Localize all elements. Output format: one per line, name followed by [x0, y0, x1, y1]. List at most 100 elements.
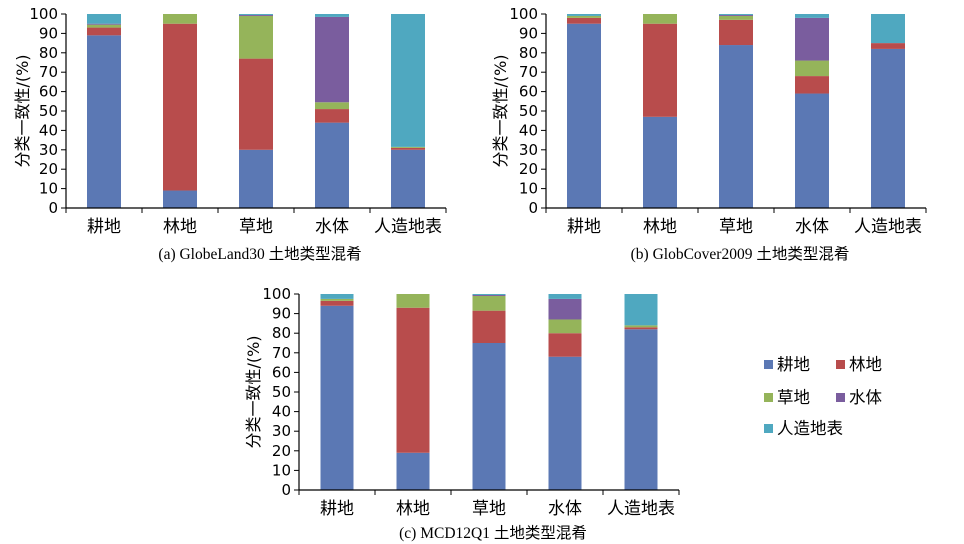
bar-segment-0-0	[567, 23, 601, 209]
bar-segment-2-2	[239, 15, 273, 59]
bar-segment-0-1	[396, 452, 430, 490]
bar-segment-4-0	[320, 294, 354, 299]
y-tick-label: 40	[39, 121, 58, 139]
bar-segment-0-2	[239, 149, 273, 208]
bar-segment-4-2	[472, 294, 506, 295]
y-tick-label: 40	[519, 121, 538, 139]
y-axis-title: 分类一致性/(%)	[13, 54, 32, 167]
bar-segment-1-4	[871, 43, 905, 49]
x-category-label: 人造地表	[374, 217, 442, 237]
bar-segment-0-0	[87, 35, 121, 209]
bar-segment-2-2	[719, 15, 753, 20]
bar-segment-1-0	[320, 300, 354, 306]
y-tick-label: 30	[39, 141, 58, 159]
x-category-label: 林地	[396, 499, 430, 519]
bar-segment-4-2	[239, 14, 273, 15]
bar-segment-0-2	[472, 343, 506, 490]
panel-caption: (c) MCD12Q1 土地类型混肴	[399, 524, 587, 542]
bar-segment-3-2	[239, 14, 273, 16]
y-tick-label: 80	[272, 324, 291, 342]
x-category-label: 草地	[719, 217, 753, 237]
bar-segment-2-1	[643, 14, 677, 24]
bar-segment-2-3	[795, 60, 829, 77]
y-tick-label: 60	[272, 363, 291, 381]
bar-segment-1-1	[396, 307, 430, 453]
bar-segment-4-3	[315, 14, 349, 17]
y-tick-label: 10	[519, 180, 538, 198]
bar-segment-1-0	[87, 27, 121, 36]
x-category-label: 水体	[315, 217, 349, 237]
bar-segment-1-4	[624, 327, 658, 330]
bar-segment-3-3	[795, 17, 829, 61]
bar-segment-1-2	[239, 58, 273, 150]
bar-segment-4-0	[87, 14, 121, 24]
legend-label-4: 人造地表	[777, 419, 843, 438]
bar-segment-0-3	[795, 93, 829, 208]
y-tick-label: 50	[39, 102, 58, 120]
legend-label-2: 草地	[777, 388, 810, 407]
y-tick-label: 40	[272, 403, 291, 421]
bar-segment-1-0	[567, 17, 601, 24]
legend-swatch-2	[764, 393, 773, 402]
legend-label-1: 林地	[849, 355, 882, 374]
y-axis-title: 分类一致性/(%)	[244, 335, 263, 448]
y-tick-label: 0	[48, 199, 58, 217]
y-tick-label: 70	[272, 344, 291, 362]
bar-segment-3-3	[548, 298, 582, 320]
y-tick-label: 10	[39, 180, 58, 198]
y-tick-label: 80	[39, 44, 58, 62]
panel-caption: (b) GlobCover2009 土地类型混肴	[631, 245, 850, 263]
y-tick-label: 20	[272, 442, 291, 460]
bar-segment-1-2	[472, 310, 506, 343]
x-category-label: 草地	[472, 499, 506, 519]
bar-segment-4-4	[391, 14, 425, 147]
y-tick-label: 20	[39, 160, 58, 178]
y-tick-label: 80	[519, 44, 538, 62]
bar-segment-0-3	[315, 122, 349, 208]
y-tick-label: 60	[519, 83, 538, 101]
bar-segment-3-2	[472, 294, 506, 296]
y-tick-label: 90	[39, 24, 58, 42]
y-tick-label: 70	[39, 63, 58, 81]
bar-segment-3-3	[315, 16, 349, 103]
bar-segment-2-0	[320, 298, 354, 301]
y-axis-title: 分类一致性/(%)	[491, 54, 510, 167]
bar-segment-0-4	[871, 48, 905, 208]
legend-swatch-3	[836, 393, 845, 402]
x-category-label: 林地	[643, 217, 677, 237]
bar-segment-4-2	[719, 14, 753, 15]
bar-segment-0-0	[320, 305, 354, 490]
y-tick-label: 30	[519, 141, 538, 159]
y-tick-label: 90	[272, 305, 291, 323]
y-tick-label: 100	[29, 5, 58, 23]
x-category-label: 耕地	[320, 499, 354, 519]
legend-label-0: 耕地	[777, 355, 810, 374]
y-tick-label: 10	[272, 461, 291, 479]
bar-segment-4-4	[624, 294, 658, 326]
bar-segment-4-3	[795, 14, 829, 18]
y-tick-label: 70	[519, 63, 538, 81]
bar-segment-2-1	[163, 14, 197, 24]
bar-segment-3-2	[719, 14, 753, 16]
legend-swatch-0	[764, 360, 773, 369]
bar-segment-4-0	[567, 14, 601, 16]
bar-segment-0-3	[548, 356, 582, 490]
panel-caption: (a) GlobeLand30 土地类型混肴	[158, 245, 361, 263]
legend-swatch-4	[764, 424, 773, 433]
bar-segment-4-3	[548, 294, 582, 299]
bar-segment-2-0	[567, 15, 601, 18]
y-tick-label: 60	[39, 83, 58, 101]
bar-segment-1-4	[391, 147, 425, 150]
y-tick-label: 0	[528, 199, 538, 217]
bar-segment-1-3	[548, 333, 582, 357]
y-tick-label: 100	[262, 285, 291, 303]
legend-swatch-1	[836, 360, 845, 369]
bar-segment-4-4	[871, 14, 905, 44]
bar-segment-0-2	[719, 45, 753, 208]
bar-segment-1-3	[315, 109, 349, 123]
y-tick-label: 30	[272, 422, 291, 440]
